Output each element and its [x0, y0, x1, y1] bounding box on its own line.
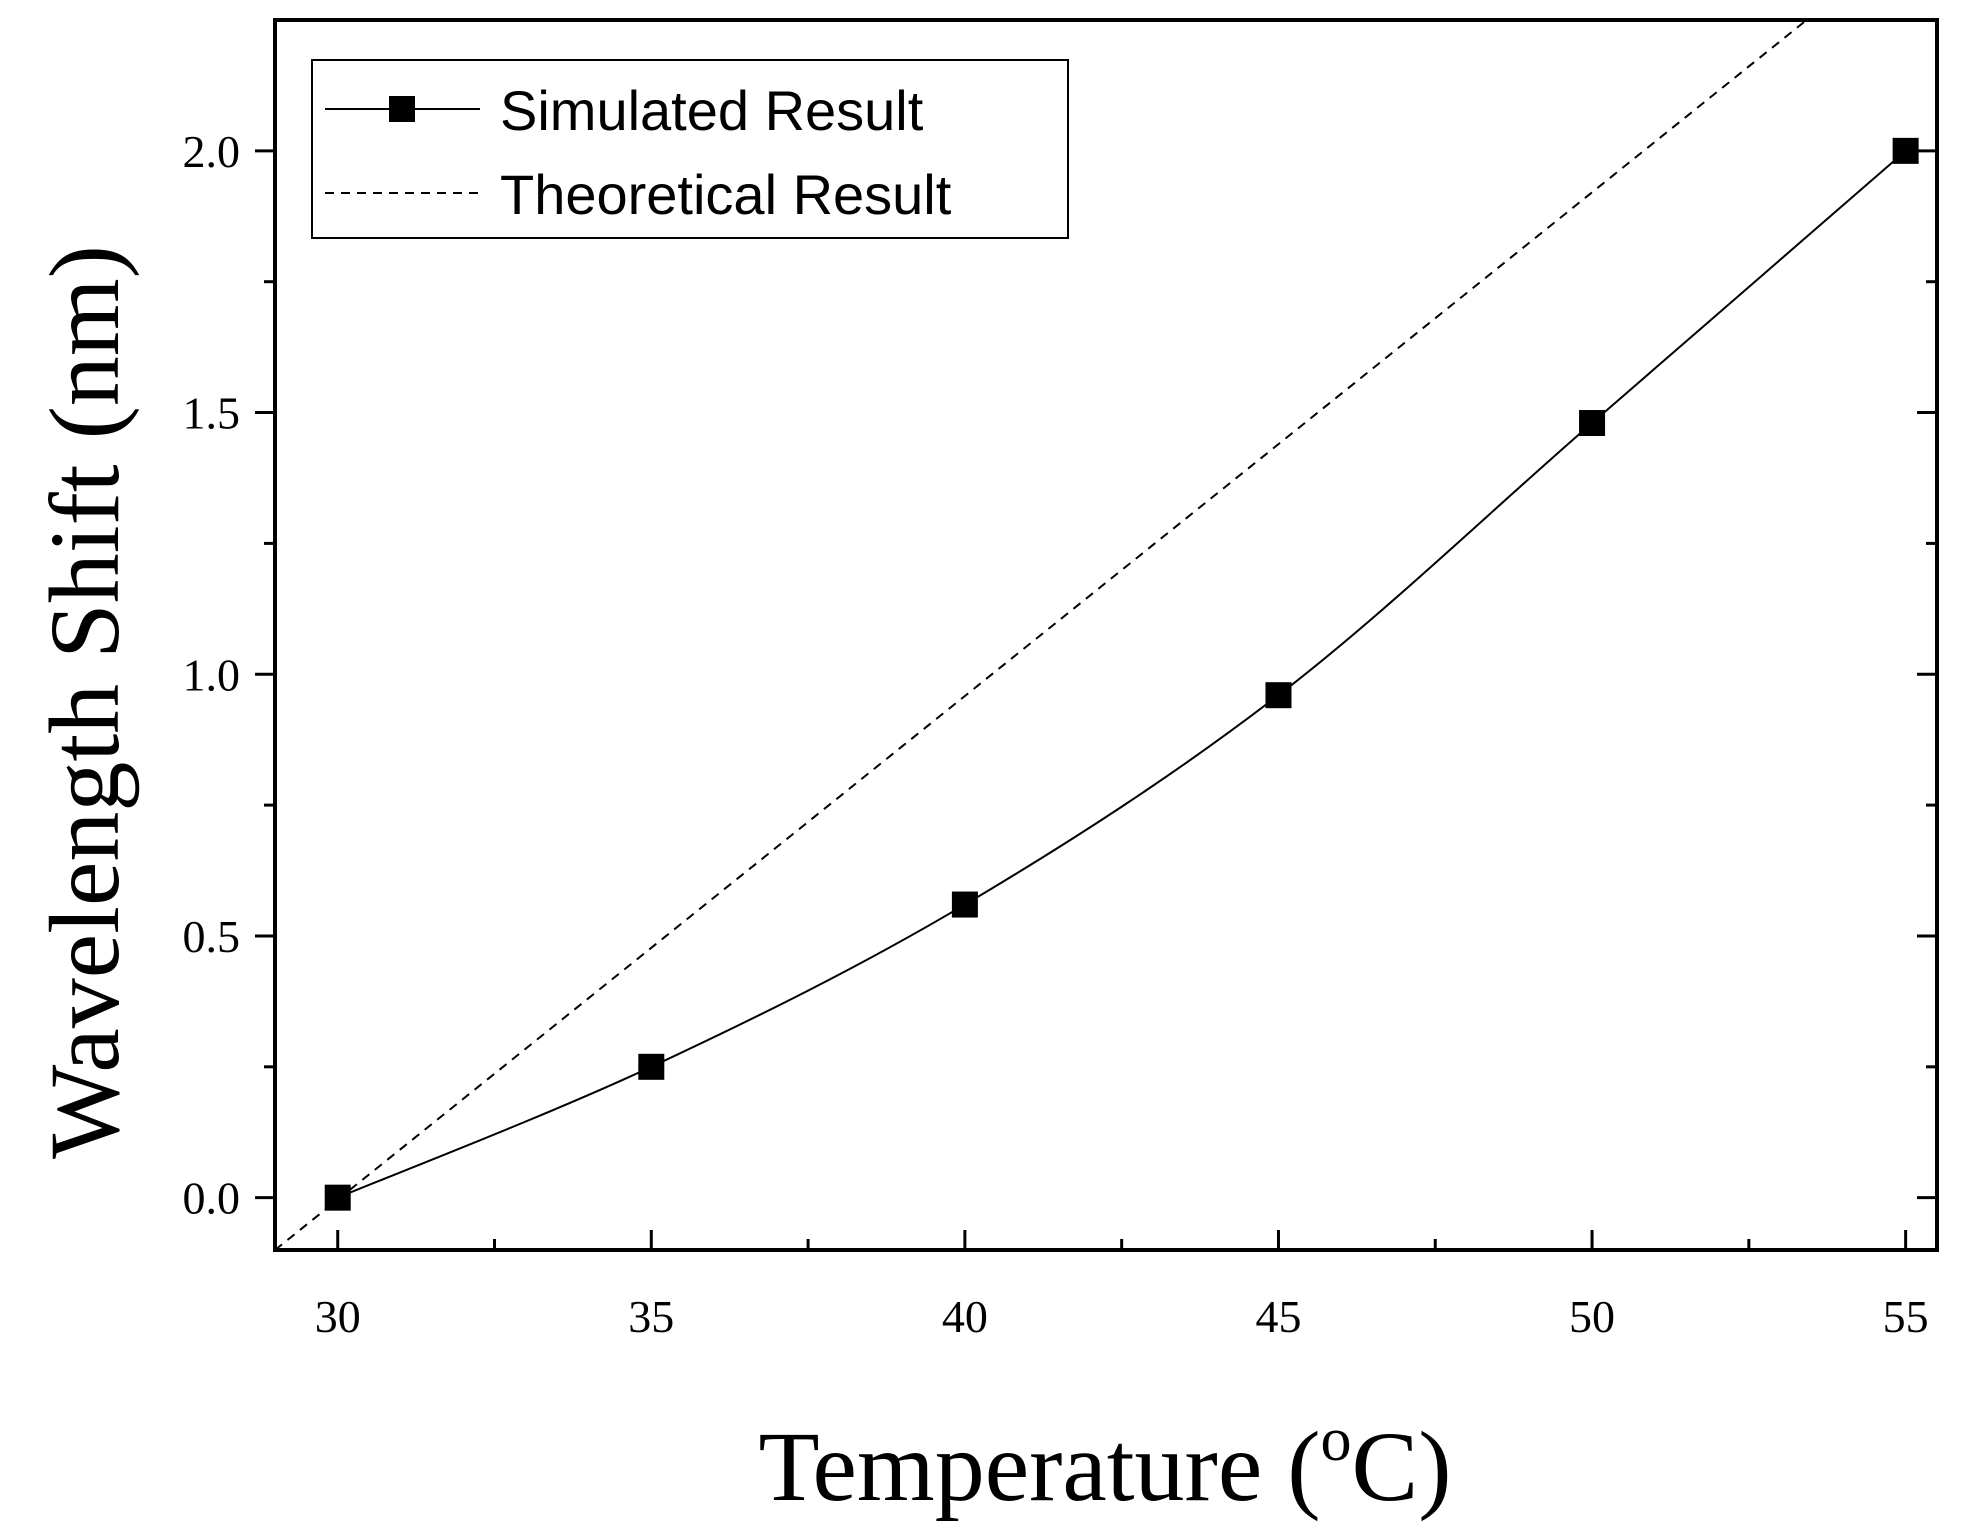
simulated-result-marker: [1579, 410, 1606, 437]
x-tick-label: 40: [942, 1291, 988, 1342]
x-tick-label: 30: [315, 1291, 361, 1342]
x-tick-label: 50: [1569, 1291, 1615, 1342]
x-axis-title-superscript: o: [1321, 1406, 1352, 1474]
x-tick-label: 35: [628, 1291, 674, 1342]
simulated-result-line: [337, 150, 1907, 1199]
marker-layer: [324, 137, 1919, 1211]
y-tick-label: 2.0: [183, 126, 241, 177]
x-tick-labels: 30 35 40 45 50 55: [315, 1291, 1929, 1342]
x-axis-title-main: Temperature (: [758, 1411, 1320, 1522]
series-layer: [275, 20, 1907, 1250]
theoretical-result-line: [275, 20, 1809, 1250]
simulated-result-marker: [324, 1184, 351, 1211]
y-tick-label: 0.0: [183, 1173, 241, 1224]
y-tick-label: 1.0: [183, 649, 241, 700]
y-tick-labels: 0.0 0.5 1.0 1.5 2.0: [183, 126, 241, 1224]
simulated-result-marker: [951, 891, 978, 918]
legend-simulated-label: Simulated Result: [500, 79, 924, 142]
x-tick-label: 55: [1883, 1291, 1929, 1342]
y-tick-label: 0.5: [183, 911, 241, 962]
legend-simulated-marker: [389, 96, 415, 122]
plot-frame: [273, 18, 1939, 1252]
tick-layer: [255, 149, 1937, 1250]
x-axis-title-tail: C): [1352, 1411, 1452, 1522]
x-tick-label: 45: [1255, 1291, 1301, 1342]
legend: Simulated Result Theoretical Result: [311, 59, 1069, 239]
simulated-result-marker: [638, 1053, 665, 1080]
y-tick-label: 1.5: [183, 388, 241, 439]
x-axis-title: Temperature (oC): [758, 1406, 1451, 1522]
legend-theoretical-label: Theoretical Result: [500, 163, 952, 226]
simulated-result-marker: [1892, 137, 1919, 164]
legend-box: [311, 59, 1069, 239]
y-axis-title: Wavelength Shift (nm): [29, 245, 140, 1159]
simulated-result-marker: [1265, 682, 1292, 709]
